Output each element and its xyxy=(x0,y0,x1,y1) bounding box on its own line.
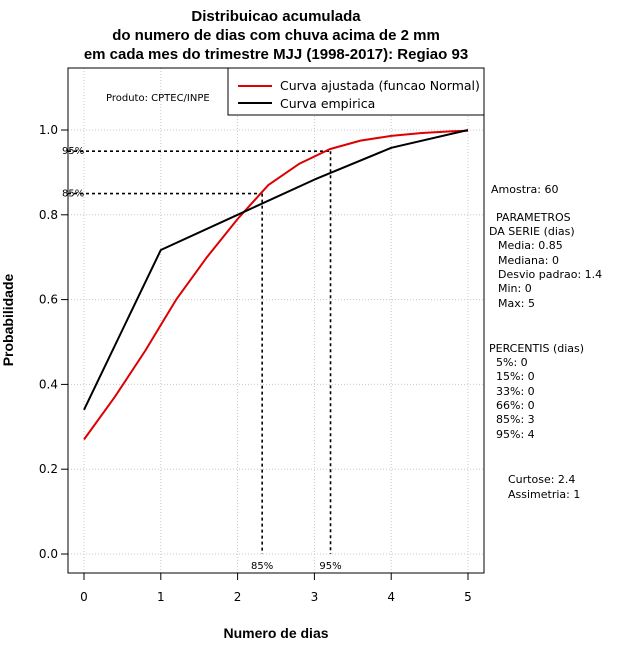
legend-label-empirical: Curva empirica xyxy=(280,96,375,111)
curtose-text: Curtose: 2.4 xyxy=(508,473,575,486)
percentil-33: 33%: 0 xyxy=(496,385,535,398)
y-tick-label-0: 0.0 xyxy=(39,547,58,561)
param-min: Min: 0 xyxy=(498,282,532,295)
y-tick-label-1: 0.2 xyxy=(39,462,58,476)
x-tick-label-0: 0 xyxy=(80,590,88,604)
percentis-title: PERCENTIS (dias) xyxy=(489,342,584,355)
y-tick-label-4: 0.8 xyxy=(39,208,58,222)
plot-frame xyxy=(67,67,485,574)
y-tick-label-2: 0.4 xyxy=(39,377,58,391)
series-line-1 xyxy=(83,129,469,411)
amostra-text: Amostra: 60 xyxy=(491,183,558,196)
percentile-left-label-1: 95% xyxy=(62,146,84,157)
x-tick-label-5: 5 xyxy=(464,590,472,604)
percentile-bottom-label-0: 85% xyxy=(251,561,273,572)
assimetria-text: Assimetria: 1 xyxy=(508,488,580,501)
percentil-5: 5%: 0 xyxy=(496,356,528,369)
legend-box xyxy=(227,67,485,116)
y-tick-label-5: 1.0 xyxy=(39,123,58,137)
percentil-95: 95%: 4 xyxy=(496,428,535,441)
statistics-panel: Amostra: 60 PARAMETROS DA SERIE (dias) M… xyxy=(489,183,602,501)
produto-label: Produto: CPTEC/INPE xyxy=(106,93,210,104)
chart-title-line-3: em cada mes do trimestre MJJ (1998-2017)… xyxy=(84,46,468,63)
series-lines xyxy=(83,129,469,441)
y-tick-label-3: 0.6 xyxy=(39,293,58,307)
x-tick-label-3: 3 xyxy=(311,590,319,604)
serie-title: DA SERIE (dias) xyxy=(489,225,575,238)
param-mediana: Mediana: 0 xyxy=(498,254,559,267)
percentil-85: 85%: 3 xyxy=(496,413,535,426)
percentil-66: 66%: 0 xyxy=(496,399,535,412)
x-tick-label-4: 4 xyxy=(387,590,395,604)
percentile-markers: 85% 85% 95% 95% xyxy=(62,146,342,572)
x-tick-label-2: 2 xyxy=(234,590,242,604)
parametros-title: PARAMETROS xyxy=(496,211,571,224)
percentil-15: 15%: 0 xyxy=(496,370,535,383)
grid xyxy=(68,68,484,573)
param-desvio: Desvio padrao: 1.4 xyxy=(498,268,602,281)
percentile-left-label-0: 85% xyxy=(62,189,84,200)
percentile-bottom-label-1: 95% xyxy=(319,561,341,572)
y-axis: 0.0 0.2 0.4 0.6 0.8 1.0 xyxy=(39,123,68,561)
param-media: Media: 0.85 xyxy=(498,239,563,252)
y-axis-title: Probabilidade xyxy=(0,274,16,367)
legend: Curva ajustada (funcao Normal) Curva emp… xyxy=(227,67,485,116)
chart-title-line-2: do numero de dias com chuva acima de 2 m… xyxy=(112,27,440,44)
x-axis: 0 1 2 3 4 5 xyxy=(80,573,472,604)
x-tick-label-1: 1 xyxy=(157,590,165,604)
legend-label-fitted: Curva ajustada (funcao Normal) xyxy=(280,78,480,93)
param-max: Max: 5 xyxy=(498,297,535,310)
chart-title-line-1: Distribuicao acumulada xyxy=(191,8,361,25)
x-axis-title: Numero de dias xyxy=(223,625,328,641)
series-line-0 xyxy=(83,129,469,441)
